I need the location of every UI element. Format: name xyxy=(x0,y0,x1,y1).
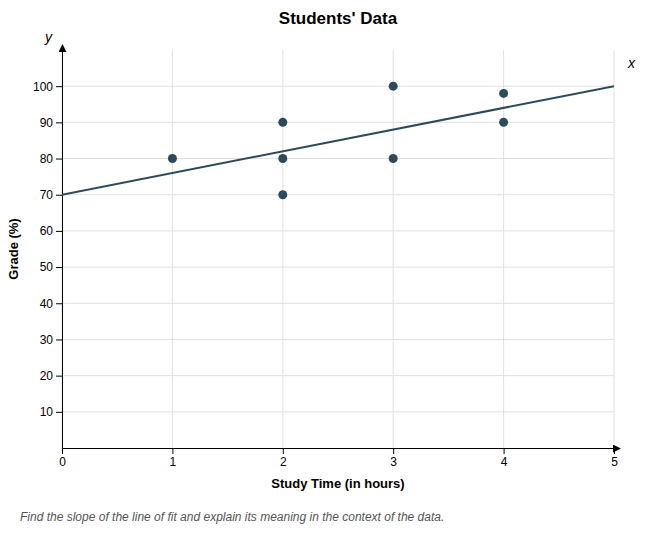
tick-mark xyxy=(504,448,505,454)
x-axis: 0 1 2 3 4 5 xyxy=(59,448,618,469)
grid-line-y xyxy=(62,158,614,159)
x-axis-symbol: x xyxy=(627,55,636,71)
tick-label: 30 xyxy=(40,333,54,347)
grid-line-x xyxy=(614,50,615,448)
y-axis-label: Grade (%) xyxy=(6,218,21,279)
grid-line-x xyxy=(282,50,283,448)
grid xyxy=(62,50,614,448)
axis-line xyxy=(62,51,63,449)
tick-mark xyxy=(56,122,62,123)
tick-label: 4 xyxy=(501,455,508,469)
tick-label: 1 xyxy=(170,455,177,469)
scatter-point xyxy=(499,118,508,127)
grid-line-y xyxy=(62,194,614,195)
tick: 60 xyxy=(40,224,62,238)
tick-mark xyxy=(56,267,62,268)
tick-mark xyxy=(614,448,615,454)
tick-label: 50 xyxy=(40,260,54,274)
grid-line-x xyxy=(62,50,63,448)
plot: 0 1 2 3 4 5 10 20 30 40 50 60 70 80 90 100 Study Time (i… xyxy=(6,29,636,491)
tick-mark xyxy=(56,412,62,413)
grid-line-y xyxy=(62,411,614,412)
tick-label: 80 xyxy=(40,152,54,166)
tick-mark xyxy=(56,86,62,87)
tick-label: 5 xyxy=(611,455,618,469)
tick: 20 xyxy=(40,369,62,383)
tick-label: 100 xyxy=(33,80,53,94)
footnote: Find the slope of the line of fit and ex… xyxy=(20,510,444,524)
tick-mark xyxy=(283,448,284,454)
grid-line-y xyxy=(62,267,614,268)
tick: 3 xyxy=(390,448,397,469)
grid-line-x xyxy=(172,50,173,448)
tick-mark xyxy=(172,448,173,454)
grid-line-y xyxy=(62,375,614,376)
grid-line-x xyxy=(503,50,504,448)
tick: 0 xyxy=(59,448,66,469)
grid-line-y xyxy=(62,339,614,340)
chart-container: 0 1 2 3 4 5 10 20 30 40 50 60 70 80 90 100 Study Time (i… xyxy=(0,0,649,533)
tick: 2 xyxy=(280,448,287,469)
tick: 80 xyxy=(40,152,62,166)
tick-label: 90 xyxy=(40,116,54,130)
tick-mark xyxy=(56,231,62,232)
fit-line xyxy=(62,86,614,195)
tick-mark xyxy=(393,448,394,454)
x-axis-label: Study Time (in hours) xyxy=(271,476,404,491)
title: Students' Data xyxy=(279,9,398,28)
tick-label: 20 xyxy=(40,369,54,383)
tick: 30 xyxy=(40,333,62,347)
tick-mark xyxy=(56,303,62,304)
grid-line-y xyxy=(62,303,614,304)
scatter-point xyxy=(278,154,287,163)
tick-mark xyxy=(56,376,62,377)
tick-mark xyxy=(56,159,62,160)
tick-label: 40 xyxy=(40,297,54,311)
tick: 10 xyxy=(40,405,62,419)
grid-line-y xyxy=(62,122,614,123)
y-axis: 10 20 30 40 50 60 70 80 90 100 xyxy=(33,51,63,449)
marks xyxy=(62,82,614,200)
grid-line-y xyxy=(62,86,614,87)
scatter-point xyxy=(499,89,508,98)
tick-label: 0 xyxy=(59,455,66,469)
tick-label: 3 xyxy=(390,455,397,469)
y-axis-symbol: y xyxy=(44,29,53,45)
tick: 100 xyxy=(33,80,62,94)
tick-label: 60 xyxy=(40,224,54,238)
tick: 90 xyxy=(40,116,62,130)
tick-mark xyxy=(56,195,62,196)
tick: 70 xyxy=(40,188,62,202)
scatter-point xyxy=(389,154,398,163)
tick-label: 70 xyxy=(40,188,54,202)
tick: 4 xyxy=(501,448,508,469)
chart-svg: 0 1 2 3 4 5 10 20 30 40 50 60 70 80 90 100 Study Time (i… xyxy=(0,0,649,533)
tick-label: 10 xyxy=(40,405,54,419)
grid-line-x xyxy=(393,50,394,448)
tick-mark xyxy=(56,339,62,340)
scatter-point xyxy=(278,118,287,127)
tick: 1 xyxy=(170,448,177,469)
tick: 40 xyxy=(40,297,62,311)
grid-line-y xyxy=(62,230,614,231)
tick-label: 2 xyxy=(280,455,287,469)
axis-line xyxy=(63,448,615,449)
tick: 5 xyxy=(611,448,618,469)
scatter-point xyxy=(389,82,398,91)
scatter-point xyxy=(168,154,177,163)
tick-mark xyxy=(62,448,63,454)
tick: 50 xyxy=(40,260,62,274)
scatter-point xyxy=(278,190,287,199)
